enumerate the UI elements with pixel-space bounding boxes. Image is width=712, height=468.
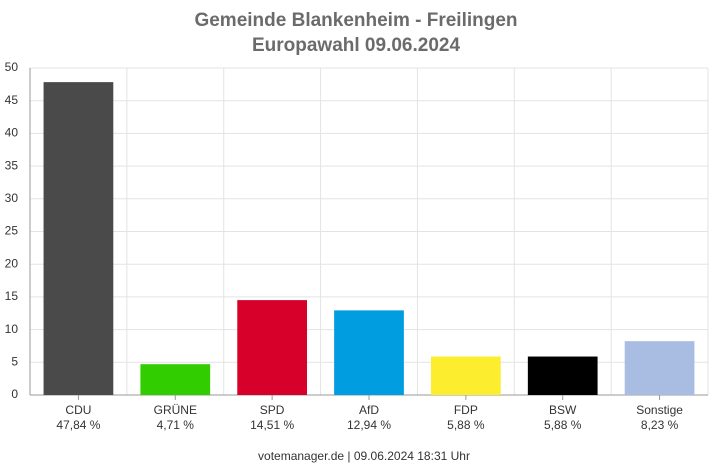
y-tick-label: 30 [5, 191, 19, 205]
value-label: 8,23 % [641, 418, 679, 432]
y-tick-label: 5 [11, 354, 18, 368]
y-tick-label: 15 [5, 289, 19, 303]
y-tick-label: 0 [11, 387, 18, 401]
chart-subtitle: Europawahl 09.06.2024 [252, 35, 460, 56]
chart-title: Gemeinde Blankenheim - Freilingen [194, 10, 517, 31]
y-tick-label: 40 [5, 126, 19, 140]
x-tick-label: SPD [260, 403, 285, 417]
value-label: 47,84 % [56, 418, 100, 432]
y-tick-label: 10 [5, 322, 19, 336]
bar [43, 82, 114, 395]
y-tick-label: 50 [5, 60, 19, 74]
value-label: 14,51 % [250, 418, 294, 432]
bar [624, 341, 695, 395]
x-tick-label: GRÜNE [154, 403, 197, 417]
y-tick-label: 35 [5, 158, 19, 172]
bar [430, 356, 501, 395]
x-tick-label: Sonstige [636, 403, 683, 417]
bar [527, 356, 598, 395]
bar [140, 364, 211, 395]
y-tick-label: 45 [5, 93, 19, 107]
value-label: 5,88 % [447, 418, 485, 432]
value-label: 4,71 % [157, 418, 195, 432]
x-tick-label: AfD [359, 403, 379, 417]
x-tick-label: FDP [454, 403, 478, 417]
bar [334, 310, 404, 395]
y-tick-label: 20 [5, 256, 19, 270]
value-label: 5,88 % [544, 418, 582, 432]
bar [237, 300, 308, 395]
source: votemanager.de | 09.06.2024 18:31 Uhr [258, 449, 470, 463]
y-tick-label: 25 [5, 224, 19, 238]
x-tick-label: BSW [549, 403, 577, 417]
x-tick-label: CDU [65, 403, 91, 417]
value-label: 12,94 % [347, 418, 391, 432]
